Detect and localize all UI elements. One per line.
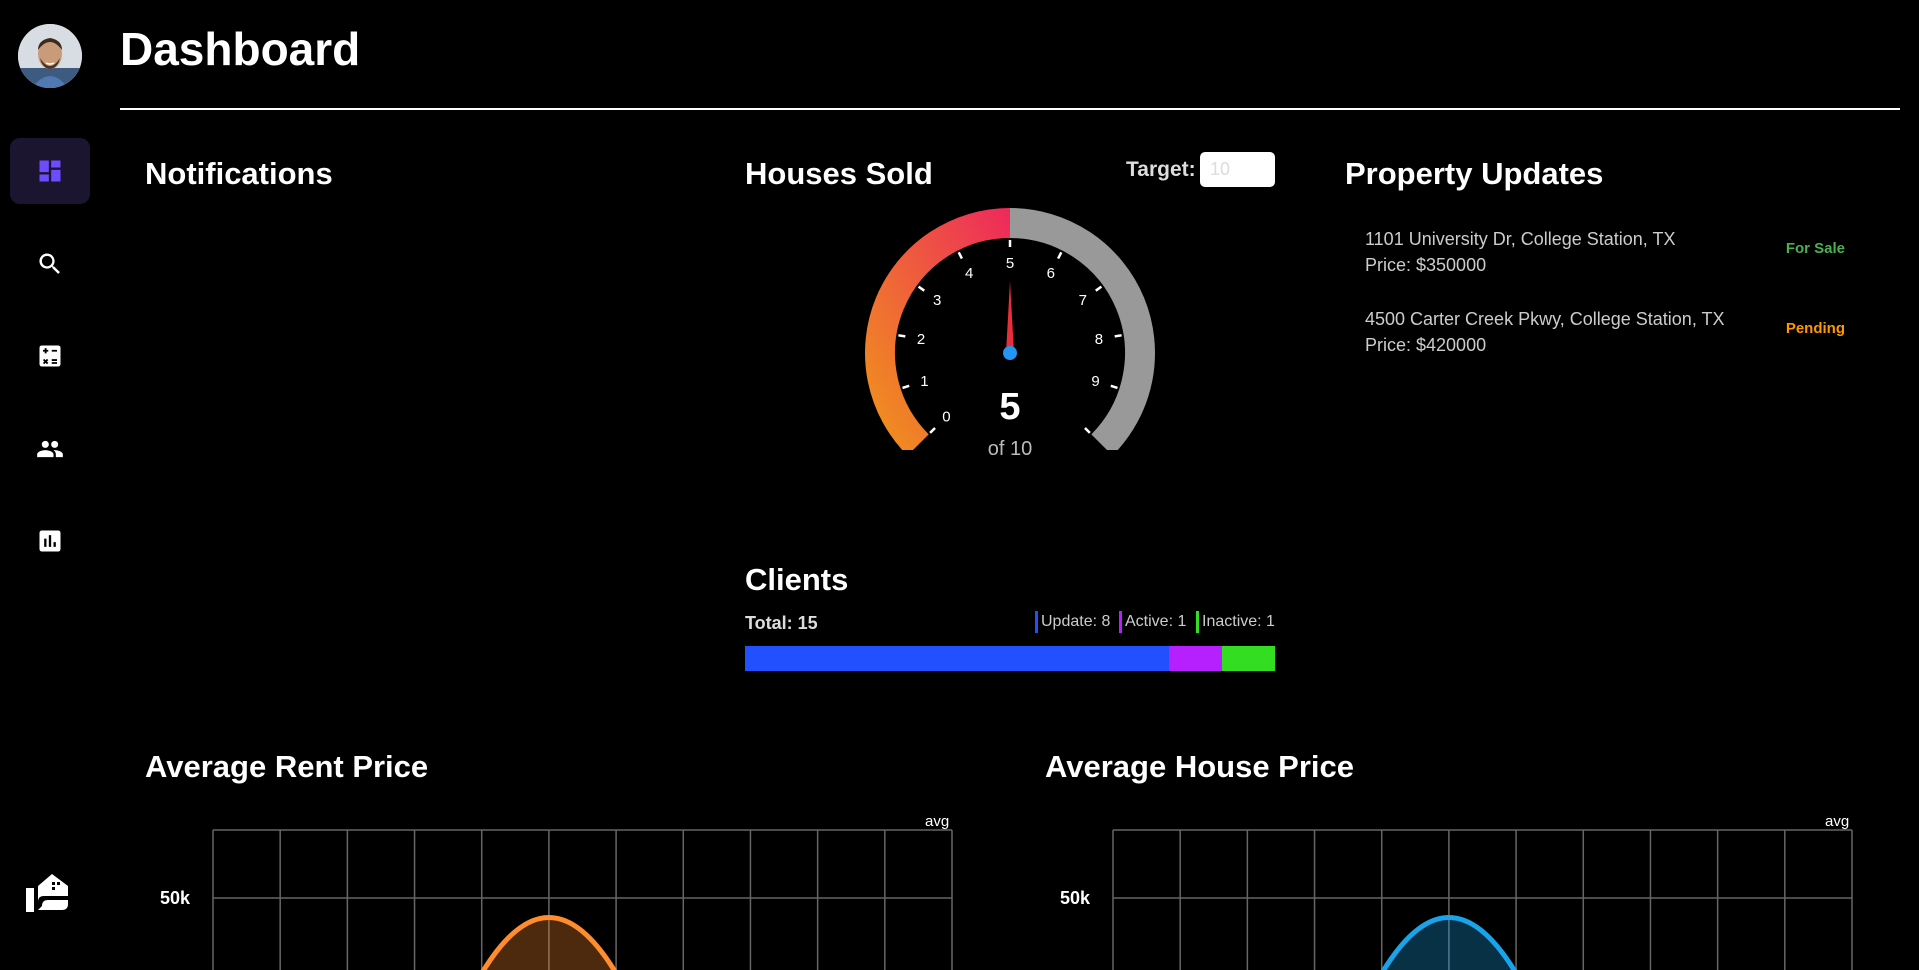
property-status-badge: Pending <box>1785 320 1845 337</box>
bar-chart-icon <box>39 530 61 552</box>
legend-active: Active: 1 <box>1119 611 1186 633</box>
avg-rent-title: Average Rent Price <box>145 749 429 784</box>
chart-grid <box>1112 829 1853 970</box>
nav-clients[interactable] <box>10 416 90 482</box>
gauge-tick <box>898 334 906 338</box>
property-status-badge: For Sale <box>1785 240 1845 257</box>
clients-title: Clients <box>745 562 849 597</box>
gauge-tick-label: 5 <box>1006 255 1014 272</box>
gauge-tick-label: 4 <box>965 265 973 282</box>
title-divider <box>120 108 1900 110</box>
gauge-progress-arc <box>865 208 1011 450</box>
gauge-tick <box>1057 251 1063 260</box>
avg-house-title: Average House Price <box>1045 749 1355 784</box>
search-icon <box>39 253 60 274</box>
gauge-tick-label: 0 <box>942 409 950 426</box>
gauge-tick-label: 1 <box>920 373 928 390</box>
gauge-tick-label: 8 <box>1095 331 1103 348</box>
clients-segment-update <box>745 646 1169 671</box>
property-item[interactable]: 4500 Carter Creek Pkwy, College Station,… <box>1365 306 1725 358</box>
nav-analytics[interactable] <box>10 508 90 574</box>
clients-total: Total: 15 <box>745 613 818 633</box>
chart-area <box>1383 917 1515 970</box>
calculator-icon <box>39 345 61 367</box>
brand-logo-icon[interactable] <box>22 866 74 918</box>
clients-segment-inactive <box>1222 646 1275 671</box>
property-price: Price: $350000 <box>1365 255 1487 275</box>
gauge-tick <box>957 251 963 260</box>
nav-dashboard[interactable] <box>10 138 90 204</box>
houses-sold-title: Houses Sold <box>745 156 933 191</box>
avg-house-ytick: 50k <box>1060 888 1091 908</box>
gauge-tick <box>917 285 925 292</box>
gauge-needle <box>1006 281 1014 353</box>
gauge-tick <box>929 427 936 434</box>
property-address: 1101 University Dr, College Station, TX <box>1365 229 1676 249</box>
gauge-tick <box>1110 384 1118 390</box>
dashboard-icon <box>39 160 61 182</box>
target-label: Target: <box>1126 158 1196 181</box>
nav-calculator[interactable] <box>10 323 90 389</box>
avg-rent-ytick: 50k <box>160 888 191 908</box>
chart-series-line <box>480 915 617 970</box>
gauge-tick-label: 3 <box>933 292 941 309</box>
user-avatar[interactable] <box>18 24 82 88</box>
houses-sold-subtitle: of 10 <box>987 438 1033 460</box>
property-updates-title: Property Updates <box>1345 156 1604 191</box>
sidebar <box>0 0 100 970</box>
avg-rent-chart <box>212 829 953 970</box>
gauge-needle-hub <box>1003 346 1017 360</box>
gauge-tick <box>1114 334 1122 338</box>
gauge-tick <box>1084 427 1091 434</box>
gauge-tick-label: 7 <box>1079 292 1087 309</box>
property-address: 4500 Carter Creek Pkwy, College Station,… <box>1365 309 1725 329</box>
property-price: Price: $420000 <box>1365 335 1487 355</box>
gauge-tick-label: 9 <box>1091 373 1099 390</box>
clients-progress-bar <box>745 646 1275 671</box>
gauge-remaining-arc <box>1009 208 1155 450</box>
nav-search[interactable] <box>10 231 90 297</box>
clients-segment-active <box>1169 646 1222 671</box>
chart-series-line <box>1380 915 1517 970</box>
avg-house-chart <box>1112 829 1853 970</box>
avg-house-legend: avg <box>1825 813 1850 830</box>
legend-update: Update: 8 <box>1035 611 1110 633</box>
page-title: Dashboard <box>120 23 361 75</box>
gauge-tick-label: 2 <box>917 331 925 348</box>
chart-area <box>483 917 615 970</box>
houses-sold-gauge: 0 1 2 3 4 5 6 7 8 9 <box>865 208 1155 450</box>
people-icon <box>37 440 63 458</box>
property-item[interactable]: 1101 University Dr, College Station, TX … <box>1365 226 1675 278</box>
gauge-tick <box>902 384 910 390</box>
avg-rent-legend: avg <box>925 813 950 830</box>
houses-sold-value: 5 <box>999 386 1021 428</box>
chart-grid <box>212 829 953 970</box>
gauge-tick <box>1095 285 1103 292</box>
notifications-title: Notifications <box>145 156 333 191</box>
target-input[interactable] <box>1200 152 1275 187</box>
legend-inactive: Inactive: 1 <box>1196 611 1275 633</box>
gauge-tick-label: 6 <box>1047 265 1055 282</box>
avatar-image <box>18 24 82 88</box>
